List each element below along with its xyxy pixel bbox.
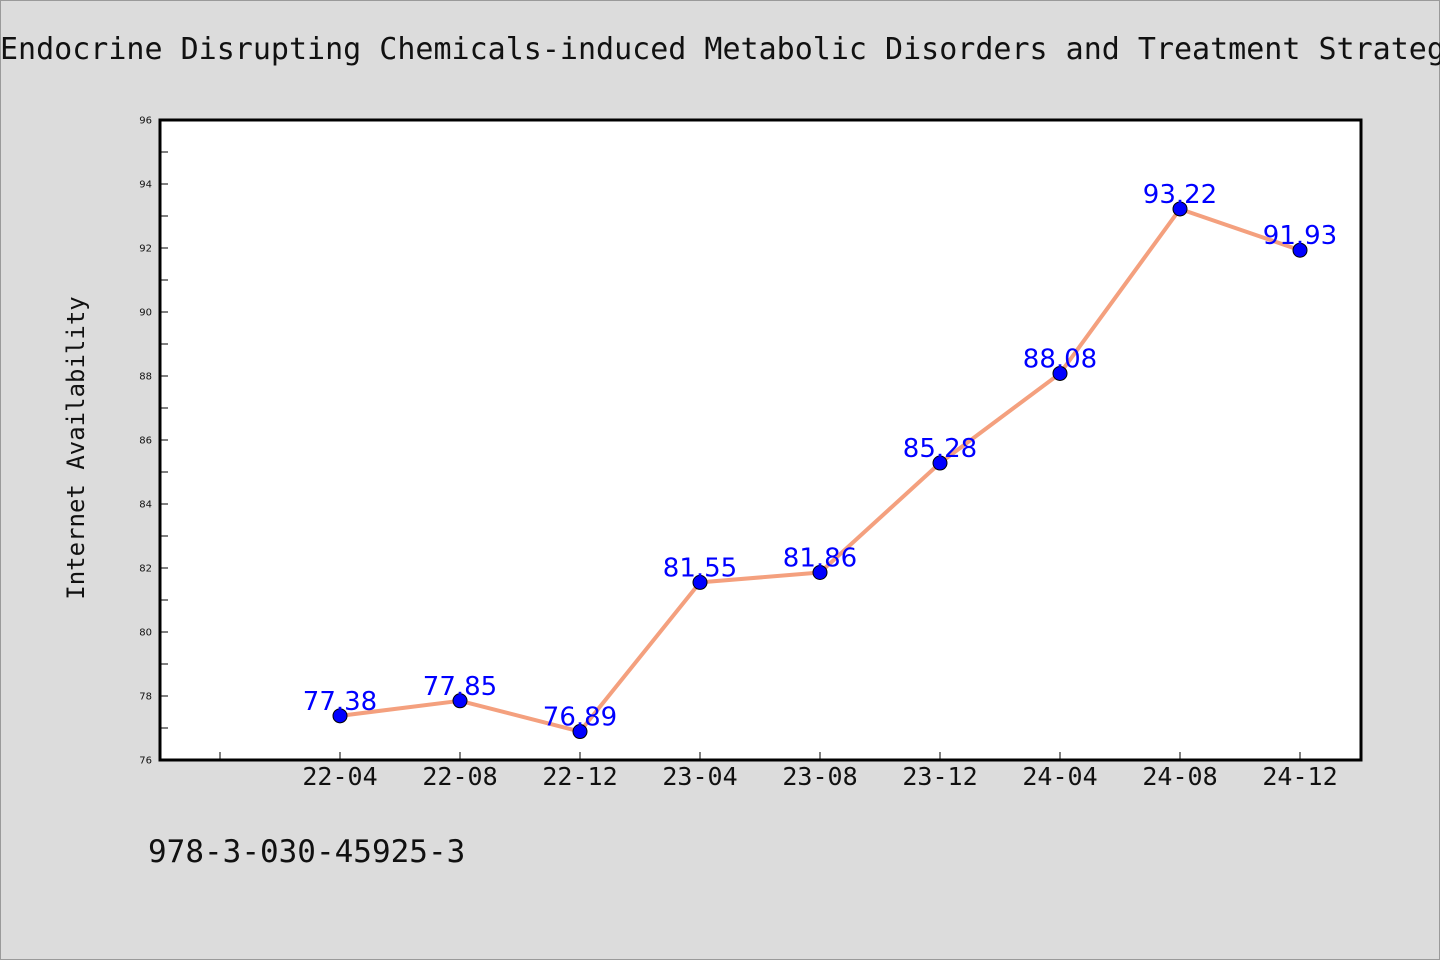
x-tick-label: 23-12 xyxy=(902,762,977,791)
y-tick-label: 94 xyxy=(139,180,152,191)
data-point xyxy=(932,455,948,471)
y-tick-label: 86 xyxy=(139,436,152,447)
x-tick-label: 24-08 xyxy=(1142,762,1217,791)
data-label: 81.55 xyxy=(663,553,737,583)
y-tick-label: 96 xyxy=(139,116,152,127)
data-point xyxy=(692,574,708,590)
plot-area xyxy=(160,120,1361,760)
data-point xyxy=(1292,242,1308,258)
x-tick-label: 23-08 xyxy=(782,762,857,791)
data-label: 77.38 xyxy=(303,687,377,717)
data-label: 81.86 xyxy=(783,543,857,573)
data-label: 93.22 xyxy=(1143,180,1217,210)
data-label: 76.89 xyxy=(543,703,617,733)
isbn-label: 978-3-030-45925-3 xyxy=(148,834,466,870)
axis-ticks: 76 78 80 82 84 86 88 90 92 94 96 22-04 22-08 22-12 23-… xyxy=(139,116,1337,792)
y-tick-label: 82 xyxy=(139,564,152,575)
data-label: 85.28 xyxy=(903,434,977,464)
y-tick-label: 76 xyxy=(139,756,152,767)
data-label: 91.93 xyxy=(1263,221,1337,251)
plot-border xyxy=(158,118,1363,762)
y-axis-label: Internet Availability xyxy=(62,296,90,599)
x-tick-label: 24-04 xyxy=(1022,762,1097,791)
data-point xyxy=(452,693,468,709)
series-layer: 77.38 77.85 76.89 81.55 81.86 85.28 88.08 93.22… xyxy=(303,180,1337,740)
x-tick-label: 22-04 xyxy=(302,762,377,791)
y-tick-label: 88 xyxy=(139,372,152,383)
y-tick-label: 90 xyxy=(139,308,152,319)
y-tick-label: 80 xyxy=(139,628,152,639)
x-tick-label: 22-12 xyxy=(542,762,617,791)
x-tick-label: 22-08 xyxy=(422,762,497,791)
data-label: 77.85 xyxy=(423,672,497,702)
y-tick-label: 92 xyxy=(139,244,152,255)
x-tick-label: 23-04 xyxy=(662,762,737,791)
y-tick-label: 84 xyxy=(139,500,152,511)
data-point xyxy=(1172,201,1188,217)
data-label: 88.08 xyxy=(1023,344,1097,374)
data-point xyxy=(572,724,588,740)
data-point xyxy=(332,708,348,724)
chart-title: Endocrine Disrupting Chemicals-induced M… xyxy=(0,32,1440,67)
x-tick-label: 24-12 xyxy=(1262,762,1337,791)
y-tick-label: 78 xyxy=(139,692,152,703)
data-point xyxy=(812,564,828,580)
data-point xyxy=(1052,365,1068,381)
